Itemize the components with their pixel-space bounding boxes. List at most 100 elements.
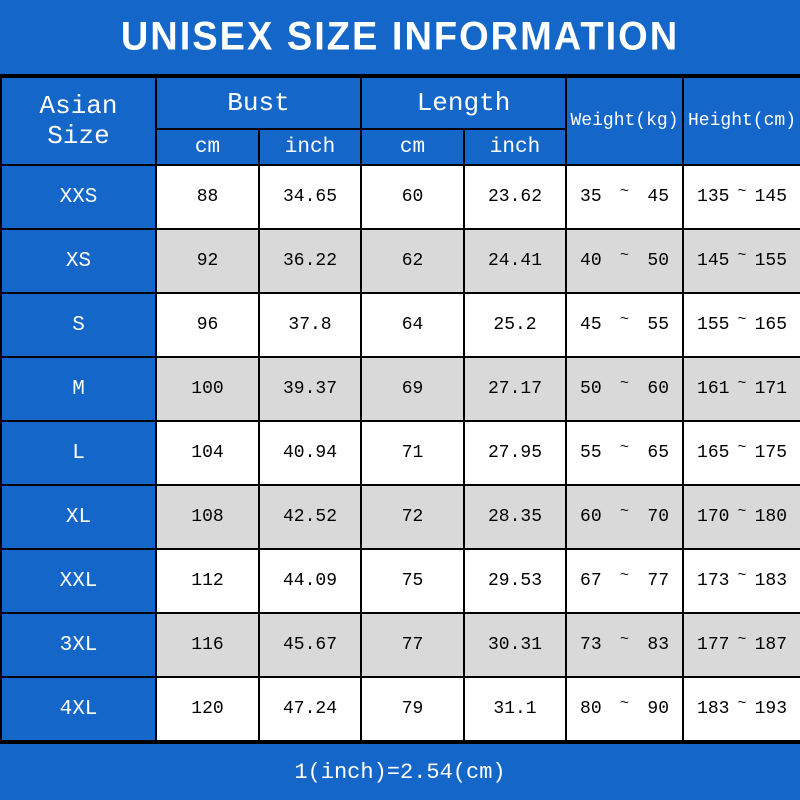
height-range-cell: 173 ~ 183 xyxy=(682,548,800,614)
length-cm-cell: 60 xyxy=(360,164,466,230)
weight-min: 73 xyxy=(580,635,602,655)
weight-min: 80 xyxy=(580,699,602,719)
length-cm-cell: 69 xyxy=(360,356,466,422)
height-min: 161 xyxy=(697,379,730,399)
bust-inch-cell: 36.22 xyxy=(257,228,363,294)
weight-range-cell: 35 ~ 45 xyxy=(565,164,685,230)
size-label-cell: L xyxy=(0,420,157,486)
height-range-cell: 145 ~ 155 xyxy=(682,228,800,294)
weight-min: 35 xyxy=(580,187,602,207)
table-row: XXL 112 44.09 75 29.53 67 ~ 77 173 ~ 183 xyxy=(0,548,800,614)
height-range: 183 ~ 193 xyxy=(684,695,800,720)
height-range-cell: 135 ~ 145 xyxy=(682,164,800,230)
bust-cm-cell: 92 xyxy=(155,228,260,294)
height-range: 173 ~ 183 xyxy=(684,567,800,592)
height-max: 175 xyxy=(754,443,787,463)
weight-min: 67 xyxy=(580,571,602,591)
height-header: Height(cm) xyxy=(682,76,800,166)
tilde-symbol: ~ xyxy=(620,694,630,712)
length-inch-cell: 27.95 xyxy=(463,420,568,486)
weight-max: 60 xyxy=(647,379,669,399)
size-table-header: Asian Size Bust Length Weight(kg) Height… xyxy=(0,76,800,166)
height-min: 155 xyxy=(697,315,730,335)
weight-range: 67 ~ 77 xyxy=(567,567,682,592)
bust-inch-cell: 42.52 xyxy=(257,484,363,550)
length-inch-cell: 29.53 xyxy=(463,548,568,614)
length-inch-cell: 28.35 xyxy=(463,484,568,550)
bust-cm-cell: 112 xyxy=(155,548,260,614)
length-inch-cell: 23.62 xyxy=(463,164,568,230)
height-min: 173 xyxy=(697,571,730,591)
weight-range-cell: 73 ~ 83 xyxy=(565,612,685,678)
bust-cm-cell: 116 xyxy=(155,612,260,678)
weight-max: 55 xyxy=(647,315,669,335)
length-inch-cell: 27.17 xyxy=(463,356,568,422)
corner-header-asian-size: Asian Size xyxy=(0,76,157,166)
weight-range: 50 ~ 60 xyxy=(567,375,682,400)
page-title: UNISEX SIZE INFORMATION xyxy=(120,14,680,59)
tilde-symbol: ~ xyxy=(620,566,630,584)
weight-max: 45 xyxy=(647,187,669,207)
height-max: 180 xyxy=(754,507,787,527)
size-label-cell: S xyxy=(0,292,157,358)
length-cm-cell: 77 xyxy=(360,612,466,678)
weight-range-cell: 80 ~ 90 xyxy=(565,676,685,742)
weight-min: 60 xyxy=(580,507,602,527)
size-label-cell: XS xyxy=(0,228,157,294)
length-inch-cell: 25.2 xyxy=(463,292,568,358)
tilde-symbol: ~ xyxy=(620,630,630,648)
height-max: 155 xyxy=(754,251,787,271)
height-range-cell: 155 ~ 165 xyxy=(682,292,800,358)
tilde-symbol: ~ xyxy=(737,310,747,328)
bust-cm-header: cm xyxy=(155,128,260,166)
table-row: XL 108 42.52 72 28.35 60 ~ 70 170 ~ 180 xyxy=(0,484,800,550)
weight-max: 50 xyxy=(647,251,669,271)
height-range-cell: 170 ~ 180 xyxy=(682,484,800,550)
bust-inch-cell: 44.09 xyxy=(257,548,363,614)
weight-range: 45 ~ 55 xyxy=(567,311,682,336)
height-max: 171 xyxy=(754,379,787,399)
length-cm-cell: 71 xyxy=(360,420,466,486)
weight-max: 90 xyxy=(647,699,669,719)
tilde-symbol: ~ xyxy=(737,694,747,712)
bust-inch-cell: 45.67 xyxy=(257,612,363,678)
weight-range: 80 ~ 90 xyxy=(567,695,682,720)
weight-range: 35 ~ 45 xyxy=(567,183,682,208)
weight-max: 77 xyxy=(647,571,669,591)
weight-range: 55 ~ 65 xyxy=(567,439,682,464)
bust-cm-cell: 100 xyxy=(155,356,260,422)
tilde-symbol: ~ xyxy=(737,182,747,200)
height-range-cell: 183 ~ 193 xyxy=(682,676,800,742)
length-cm-cell: 64 xyxy=(360,292,466,358)
length-cm-cell: 79 xyxy=(360,676,466,742)
length-cm-cell: 75 xyxy=(360,548,466,614)
table-row: XXS 88 34.65 60 23.62 35 ~ 45 135 ~ 145 xyxy=(0,164,800,230)
weight-range-cell: 45 ~ 55 xyxy=(565,292,685,358)
tilde-symbol: ~ xyxy=(620,374,630,392)
weight-max: 83 xyxy=(647,635,669,655)
bust-inch-cell: 40.94 xyxy=(257,420,363,486)
weight-min: 45 xyxy=(580,315,602,335)
height-range: 155 ~ 165 xyxy=(684,311,800,336)
bust-group-header: Bust xyxy=(154,76,363,130)
bust-cm-cell: 120 xyxy=(155,676,260,742)
height-min: 170 xyxy=(697,507,730,527)
weight-range: 73 ~ 83 xyxy=(567,631,682,656)
height-range: 165 ~ 175 xyxy=(684,439,800,464)
tilde-symbol: ~ xyxy=(620,182,630,200)
table-row: S 96 37.8 64 25.2 45 ~ 55 155 ~ 165 xyxy=(0,292,800,358)
tilde-symbol: ~ xyxy=(620,246,630,264)
tilde-symbol: ~ xyxy=(620,310,630,328)
height-max: 187 xyxy=(754,635,787,655)
size-label-cell: XL xyxy=(0,484,157,550)
conversion-note: 1(inch)=2.54(cm) xyxy=(294,759,506,785)
table-row: 3XL 116 45.67 77 30.31 73 ~ 83 177 ~ 187 xyxy=(0,612,800,678)
length-inch-cell: 31.1 xyxy=(463,676,568,742)
height-range: 177 ~ 187 xyxy=(684,631,800,656)
weight-range-cell: 50 ~ 60 xyxy=(565,356,685,422)
length-cm-cell: 62 xyxy=(360,228,466,294)
weight-max: 70 xyxy=(647,507,669,527)
tilde-symbol: ~ xyxy=(620,438,630,456)
bust-inch-header: inch xyxy=(257,128,363,166)
